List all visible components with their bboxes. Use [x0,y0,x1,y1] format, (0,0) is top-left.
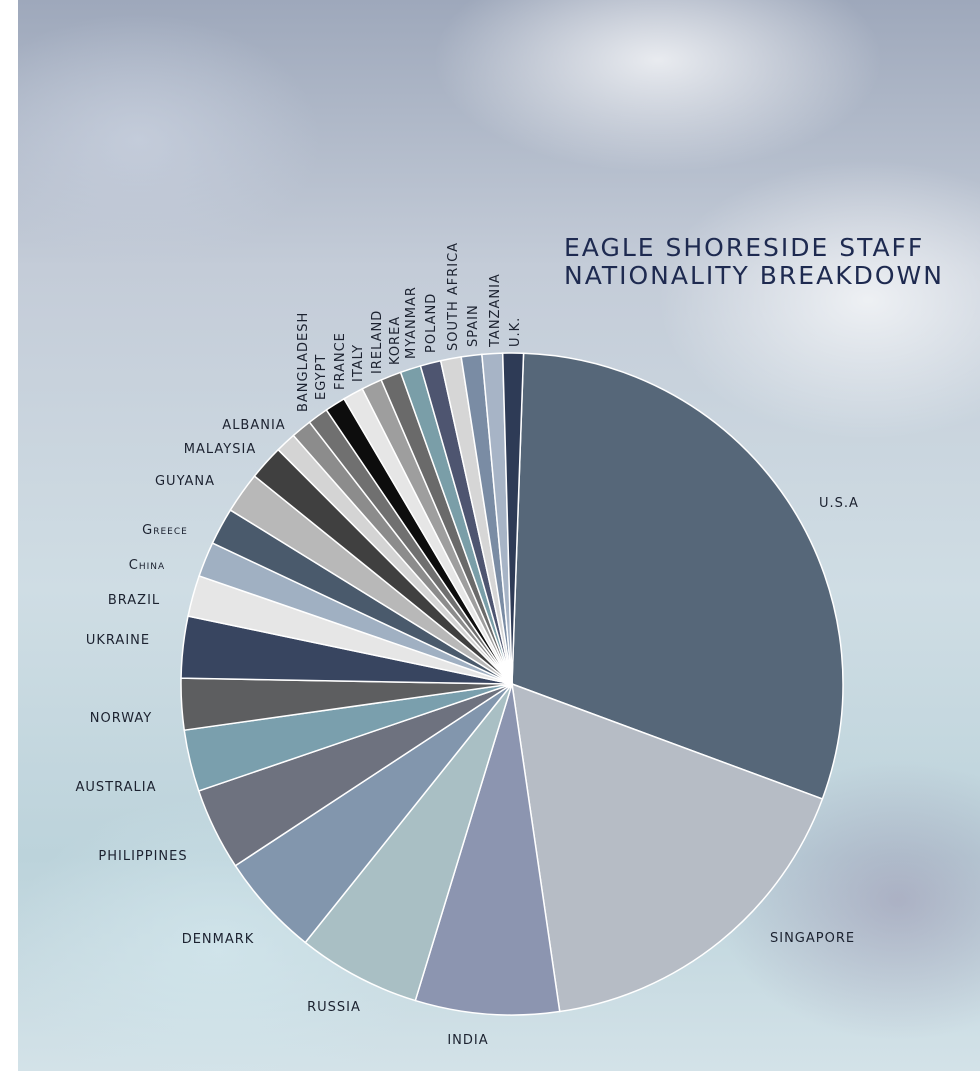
slice-label: DENMARK [182,932,255,947]
pie-slice [304,683,513,1002]
pie [180,352,844,1016]
chart-title: NATIONALITY BREAKDOWN [564,261,944,290]
slice-label: China [129,558,165,573]
slice-label: TANZANIA [488,273,503,348]
chart-title: EAGLE SHORESIDE STAFF [564,233,924,262]
slice-label: FRANCE [333,332,348,390]
pie-slice [511,682,824,1013]
slice-label: MALAYSIA [184,442,256,457]
slice-label: UKRAINE [86,633,150,648]
slice-label: IRELAND [370,310,385,374]
slice-label: ALBANIA [222,418,285,433]
slice-label: GUYANA [155,474,215,489]
labels: U.S.A SINGAPORE INDIA RUSSIA DENMARK PHILIPPI… [76,242,859,1048]
slice-label: RUSSIA [307,1000,361,1015]
pie-slice [414,683,561,1016]
slice-label: SINGAPORE [770,931,855,946]
slice-label: KOREA [388,316,403,365]
pie-slice [511,352,844,800]
slice-label: Greece [142,523,188,538]
slice-label: PHILIPPINES [98,849,187,864]
slice-label: BANGLADESH [296,312,311,412]
slice-label: U.K. [508,317,523,347]
pie-slice [501,352,525,685]
slice-label: SOUTH AFRICA [446,242,461,351]
slice-label: INDIA [447,1033,488,1048]
slice-label: EGYPT [314,354,329,400]
slice-label: AUSTRALIA [76,780,157,795]
slice-label: BRAZIL [108,593,160,608]
slice-label: ITALY [351,344,366,382]
slice-label: U.S.A [819,496,859,511]
slice-label: NORWAY [90,711,152,726]
slice-label: MYANMAR [404,286,419,359]
slice-label: SPAIN [466,304,481,347]
slice-label: POLAND [424,293,439,353]
